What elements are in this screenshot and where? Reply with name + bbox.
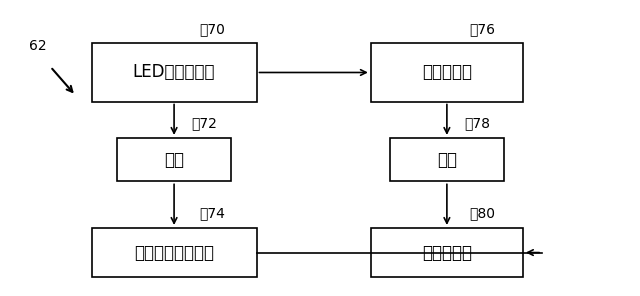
Text: ⽰72: ⽰72 [191,117,217,131]
Bar [92,44,257,102]
Text: ⽰70: ⽰70 [199,22,225,36]
Text: ⽰74: ⽰74 [199,207,225,221]
Text: アクティブ化警告: アクティブ化警告 [134,244,214,262]
Bar [92,228,257,277]
Text: ⽰76: ⽰76 [470,22,496,36]
Text: 前進させる: 前進させる [422,63,472,81]
Bar [371,44,523,102]
Text: 遅延: 遅延 [164,151,184,169]
Text: 62: 62 [29,39,47,53]
Text: 停止: 停止 [437,151,457,169]
Bar [371,228,523,277]
Bar [390,138,504,181]
Text: ⽰78: ⽰78 [464,117,490,131]
Text: ⽰80: ⽰80 [470,207,496,221]
Text: LEDをオンする: LEDをオンする [133,63,215,81]
Text: 後退させる: 後退させる [422,244,472,262]
Bar [117,138,231,181]
